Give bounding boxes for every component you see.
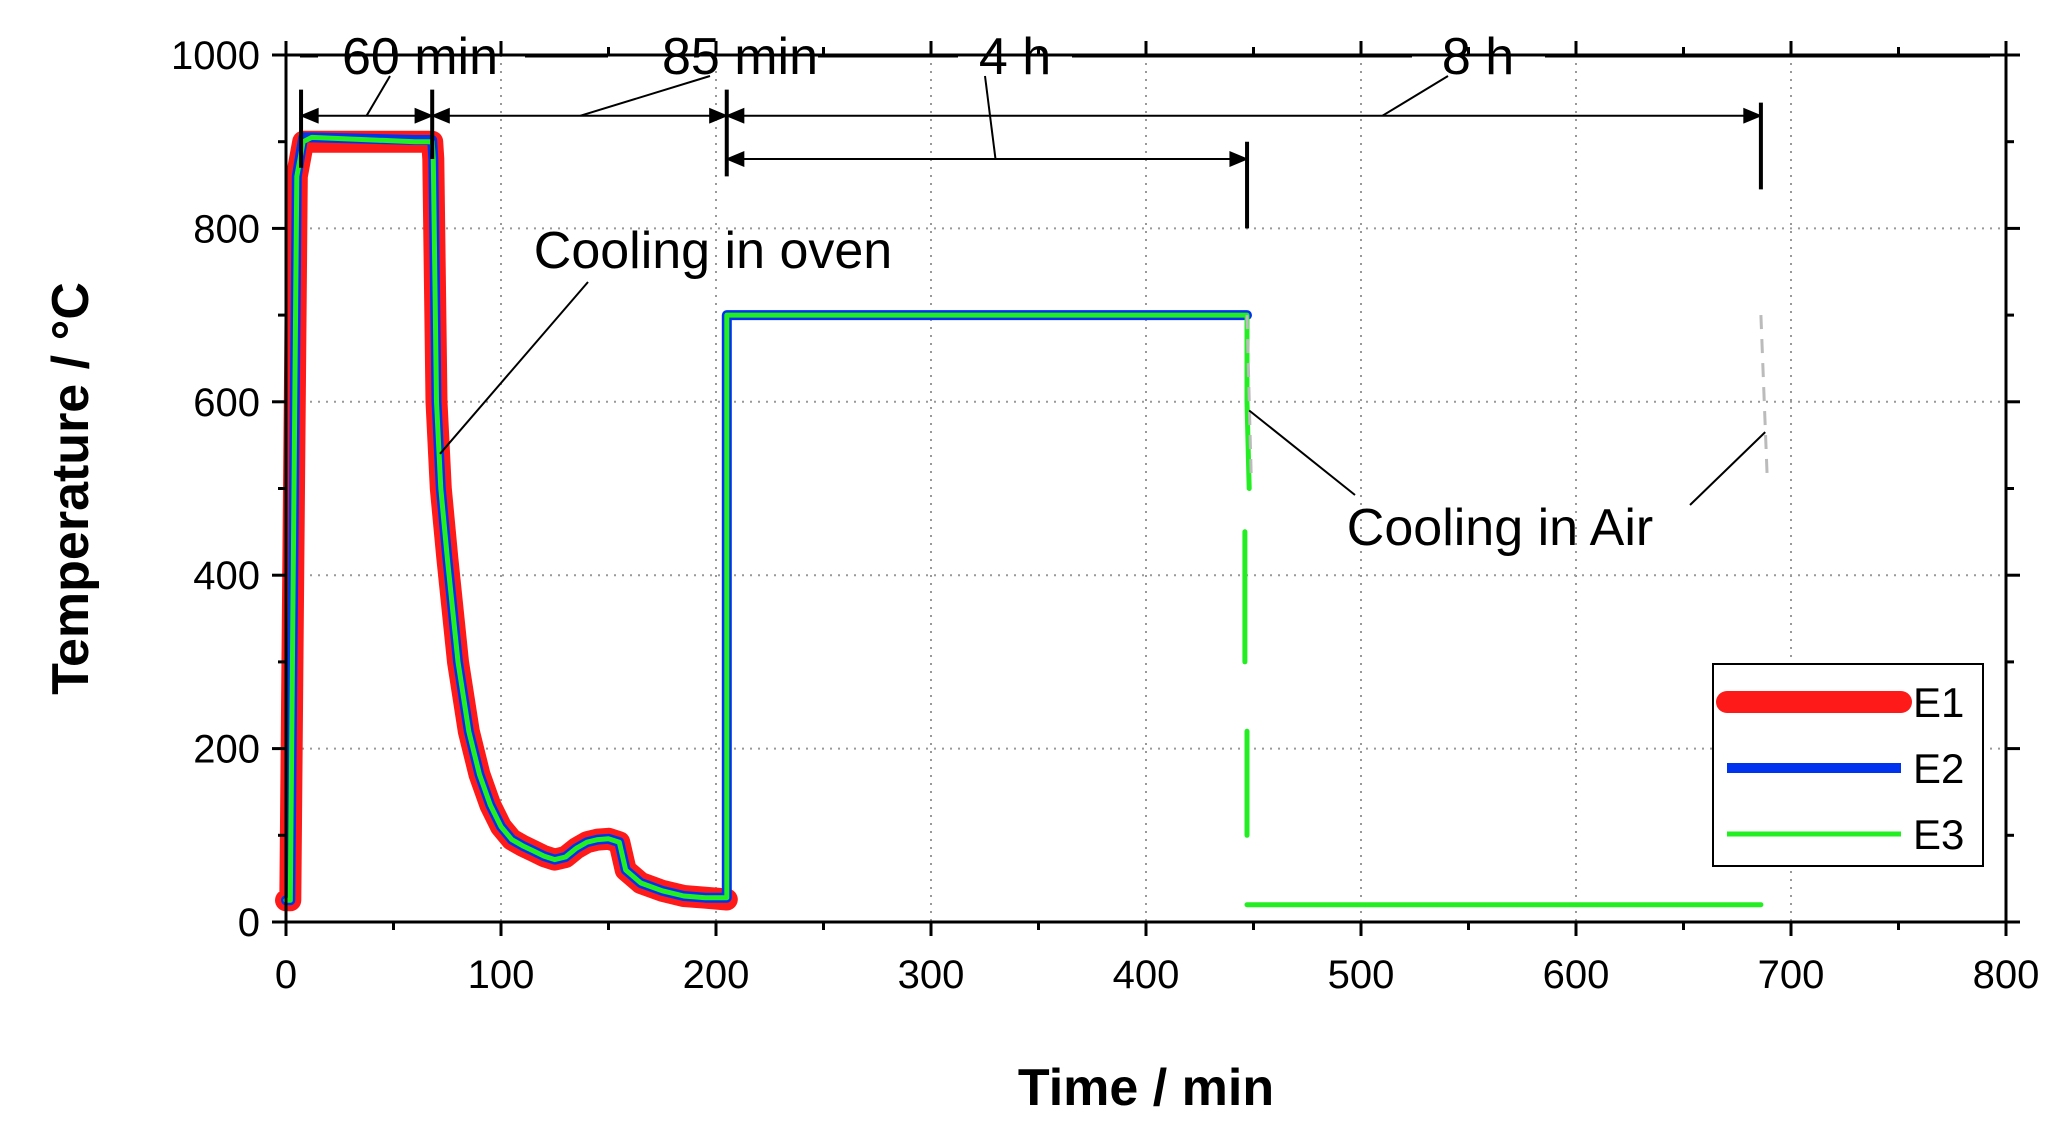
x-tick-label: 500 bbox=[1328, 953, 1395, 997]
legend-label-e1: E1 bbox=[1913, 679, 1964, 726]
axis-ticks: 0 100 200 300 400 500 600 700 800 0 200 400 600 800 10… bbox=[171, 34, 2039, 997]
legend-label-e3: E3 bbox=[1913, 811, 1964, 858]
y-axis-title: Temperature / °C bbox=[42, 282, 100, 695]
y-tick-label: 200 bbox=[193, 728, 260, 772]
duration-label: 4 h bbox=[979, 28, 1051, 86]
x-tick-label: 200 bbox=[683, 953, 750, 997]
y-tick-label: 1000 bbox=[171, 34, 260, 78]
annotation-cooling-in-oven: Cooling in oven bbox=[534, 222, 892, 280]
legend: E1 E2 E3 bbox=[1712, 663, 1984, 867]
x-tick-label: 700 bbox=[1758, 953, 1825, 997]
x-tick-label: 600 bbox=[1543, 953, 1610, 997]
annotation-leader bbox=[1689, 431, 1766, 506]
x-tick-label: 800 bbox=[1973, 953, 2040, 997]
duration-label: 60 min bbox=[342, 28, 498, 86]
x-tick-label: 400 bbox=[1113, 953, 1180, 997]
annotation-leader bbox=[1248, 409, 1356, 496]
air-cooling-dashed-mark bbox=[1759, 315, 1769, 480]
annotations: Cooling in oven Cooling in Air bbox=[439, 222, 1766, 557]
annotation-leader bbox=[439, 281, 589, 455]
x-tick-label: 300 bbox=[898, 953, 965, 997]
air-cooling-dashed-mark bbox=[1245, 315, 1253, 480]
legend-label-e2: E2 bbox=[1913, 745, 1964, 792]
duration-leader bbox=[1381, 75, 1449, 117]
y-tick-label: 400 bbox=[193, 554, 260, 598]
duration-leader bbox=[365, 75, 391, 117]
duration-leader bbox=[580, 75, 711, 117]
x-axis-title: Time / min bbox=[1018, 1059, 1274, 1117]
y-tick-label: 800 bbox=[193, 207, 260, 251]
annotation-cooling-in-air: Cooling in Air bbox=[1347, 499, 1653, 557]
x-tick-label: 100 bbox=[468, 953, 535, 997]
duration-leader bbox=[984, 75, 997, 160]
y-tick-label: 0 bbox=[238, 901, 260, 945]
y-tick-label: 600 bbox=[193, 381, 260, 425]
duration-label: 8 h bbox=[1442, 28, 1514, 86]
x-tick-label: 0 bbox=[275, 953, 297, 997]
duration-label: 85 min bbox=[662, 28, 818, 86]
